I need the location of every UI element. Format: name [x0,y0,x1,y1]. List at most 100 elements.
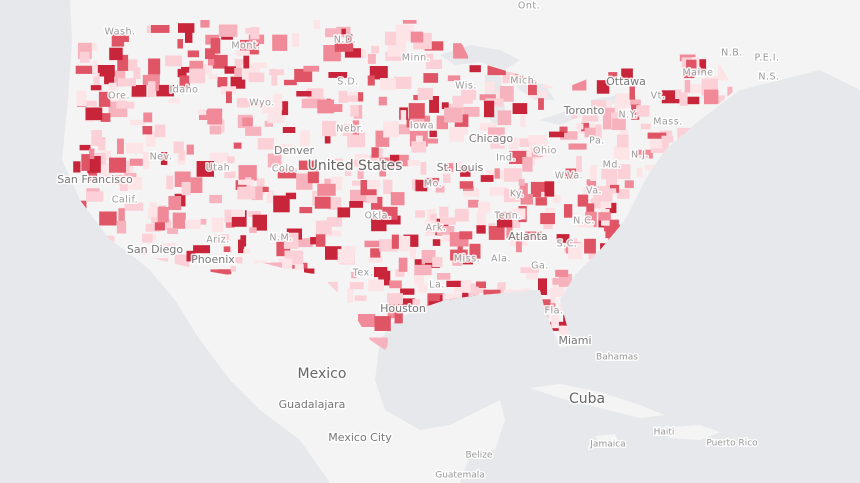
county [374,316,391,331]
city-label: Miami [558,334,591,347]
county [412,299,420,311]
county [366,187,378,204]
county [604,219,619,232]
region-label: Fla. [545,306,564,317]
county [436,273,451,280]
county [686,59,697,69]
county [90,85,102,91]
county [245,101,262,107]
region-label: Nebr. [336,124,364,135]
city-label: San Francisco [57,173,133,186]
county [576,156,582,172]
county [306,88,324,99]
county [156,84,174,97]
county [88,166,97,182]
county [410,31,424,43]
county [277,144,293,153]
county [214,234,230,243]
county [324,230,342,237]
county [617,164,631,179]
county [615,93,630,108]
county [149,202,158,218]
county [413,271,425,285]
county [226,91,232,104]
county [484,81,495,93]
county [119,175,128,191]
region-label: La. [429,280,445,291]
county [427,138,438,144]
county [349,201,363,208]
county [549,303,556,311]
county [420,162,427,175]
county [389,280,402,289]
county [461,87,477,100]
county [294,68,313,82]
county [538,278,547,295]
county [301,98,320,109]
region-label: W.Va. [555,171,583,182]
county [398,154,409,167]
region-label: Ala. [491,254,511,265]
county [417,87,433,100]
county [476,212,486,227]
county [217,77,228,88]
county [179,75,190,89]
region-label: Wis. [455,81,477,92]
county [299,207,313,214]
county [525,231,542,240]
county [224,171,236,179]
region-label: Ohio [533,146,557,157]
county [559,126,568,133]
county [379,78,396,91]
county [497,110,512,126]
county [443,173,451,183]
county [151,25,170,33]
county [221,34,233,40]
county [590,198,601,209]
county [181,181,191,196]
county [645,165,661,171]
county [131,85,147,97]
county [449,127,468,135]
county [328,197,342,210]
county [418,284,428,293]
county [384,31,397,46]
county [727,86,733,98]
county [177,68,187,78]
county [537,140,548,156]
county [623,99,641,106]
county [571,113,578,119]
county [209,126,221,135]
county [452,258,463,266]
county [317,183,336,196]
county [264,120,273,127]
county [476,281,486,288]
county [565,168,577,179]
county [86,191,104,202]
county [292,32,299,47]
county [177,39,183,49]
county [328,72,348,78]
county [294,264,304,270]
county [613,146,630,160]
county [133,67,141,79]
county [426,227,441,233]
region-label: Mo. [424,179,442,190]
region-label: Ore. [108,91,130,102]
county [601,168,618,180]
county [415,179,428,192]
county [210,38,221,54]
county [549,131,565,138]
county [117,138,124,155]
county [468,286,479,301]
county [137,247,148,255]
county [423,73,439,83]
county [509,137,519,150]
county [549,288,556,305]
city-label: Mexico City [328,431,392,444]
county [345,163,352,176]
county [123,177,143,190]
region-label: Wash. [104,27,135,38]
county [410,247,416,260]
region-label: Calif. [112,195,138,206]
